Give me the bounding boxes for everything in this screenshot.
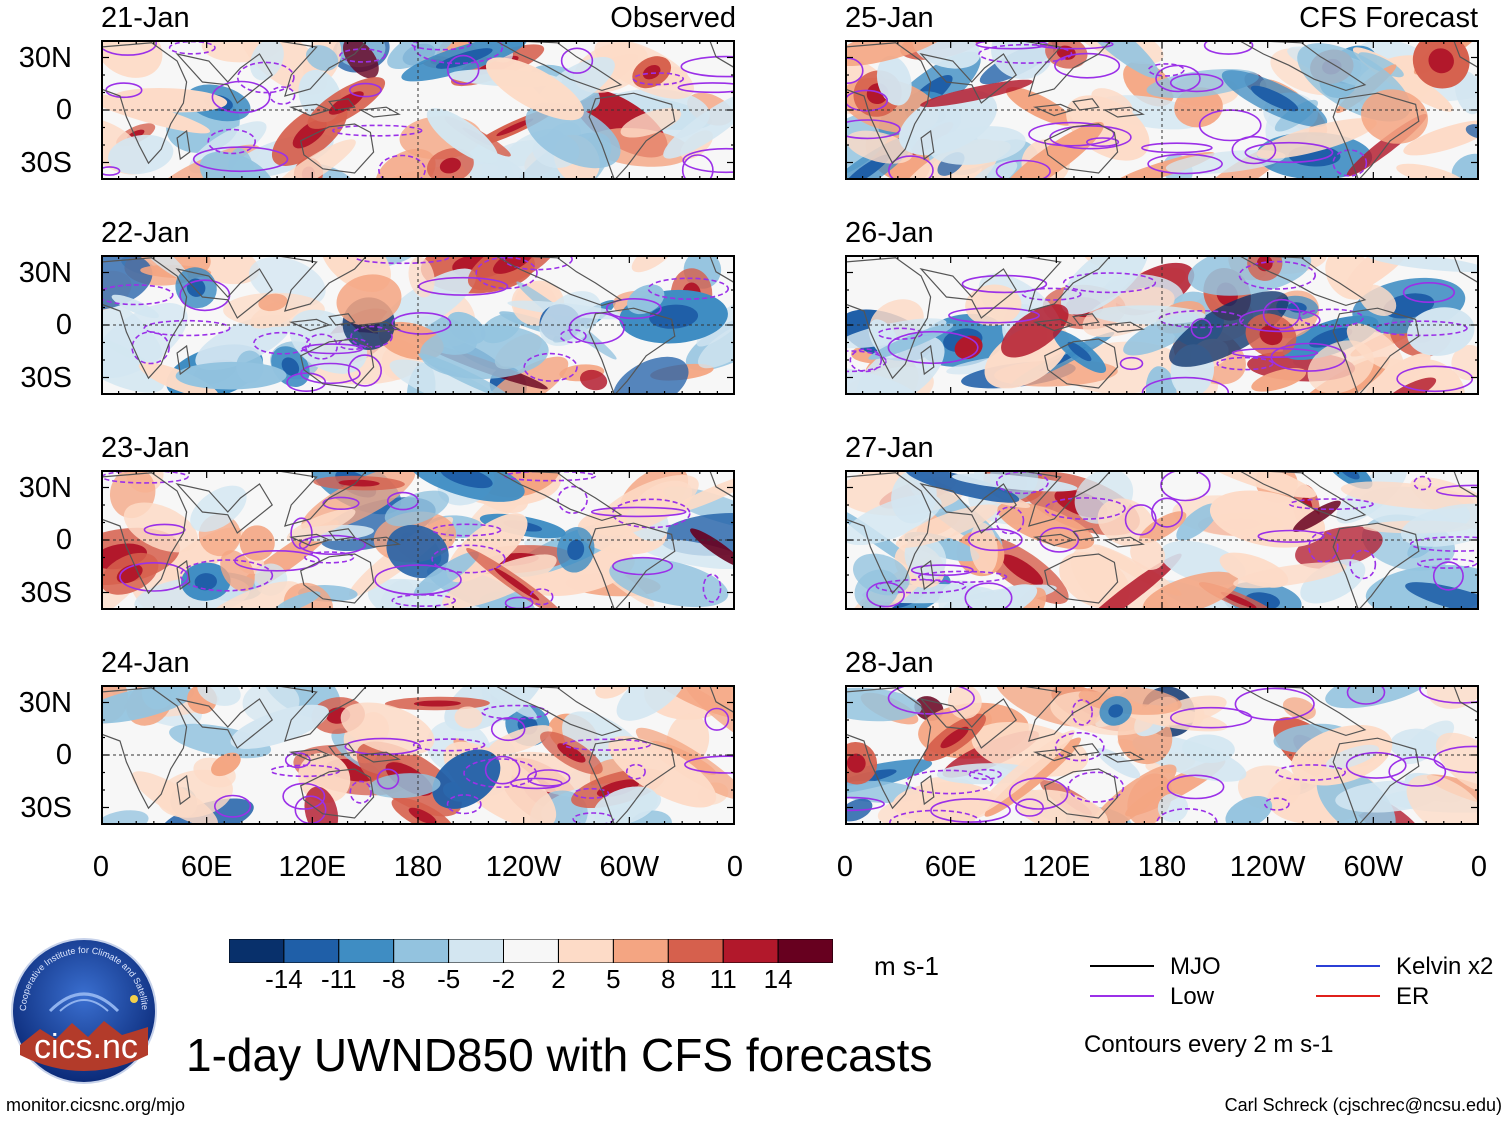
lat-tick-30N: 30N [18,686,72,719]
forecast-label: CFS Forecast [1299,2,1478,34]
legend-line-er [1316,995,1380,997]
colorbar-label: 2 [551,964,566,994]
lon-tick-180: 180 [1137,851,1187,883]
lat-tick-0: 0 [55,739,72,771]
lon-tick-120E: 120E [278,851,347,883]
colorbar-swatch [612,938,669,964]
colorbar-label: 11 [709,964,737,994]
map-panel-26-Jan [845,255,1479,395]
colorbar-swatch [667,938,724,964]
colorbar-label: 14 [763,964,793,994]
legend-line-mjo [1090,965,1154,967]
lat-tick-30S: 30S [20,791,72,824]
panel-date-28-Jan: 28-Jan [845,647,934,679]
colorbar-label: -11 [320,964,357,994]
colorbar-swatch [283,938,340,964]
panel-date-23-Jan: 23-Jan [101,432,190,464]
footer-left: monitor.cicsnc.org/mjo [6,1095,186,1115]
colorbar-swatch [503,938,559,964]
map-panel-28-Jan [845,685,1479,825]
map-panel-23-Jan [101,470,735,610]
lat-tick-0: 0 [55,524,72,556]
colorbar-swatch [558,938,614,964]
map-panel-25-Jan [845,40,1479,180]
lon-tick-0: 0 [836,851,854,883]
map-panel-21-Jan [101,40,735,180]
colorbar-label: 8 [661,964,676,994]
lon-tick-60W: 60W [1343,851,1404,883]
legend-label-mjo: MJO [1170,953,1221,980]
lon-tick-0: 0 [92,851,110,883]
colorbar-label: -8 [382,964,406,994]
observed-label: Observed [610,2,736,34]
lon-tick-120W: 120W [485,851,562,883]
map-panel-22-Jan [101,255,735,395]
colorbar [228,938,834,964]
legend-label-er: ER [1396,983,1430,1010]
colorbar-swatch [448,938,505,964]
footer-right: Carl Schreck (cjschrec@ncsu.edu) [1224,1095,1502,1115]
legend-line-kelvin-x2 [1316,965,1380,967]
legend-label-low: Low [1170,983,1215,1010]
lat-tick-30N: 30N [18,256,72,289]
colorbar-label: 5 [606,964,621,994]
cics-logo: Cooperative Institute for Climate and Sa… [8,929,158,1085]
panel-date-22-Jan: 22-Jan [101,217,190,249]
legend-line-low [1090,995,1154,997]
lat-tick-30N: 30N [18,471,72,504]
colorbar-label: -2 [491,964,516,994]
panel-date-25-Jan: 25-Jan [845,2,934,34]
chart-title: 1-day UWND850 with CFS forecasts [186,1029,933,1081]
panel-date-21-Jan: 21-Jan [101,2,190,34]
lon-tick-60W: 60W [599,851,660,883]
legend-label-kelvin-x2: Kelvin x2 [1396,953,1494,980]
contour-note: Contours every 2 m s-1 [1084,1031,1334,1058]
panel-date-27-Jan: 27-Jan [845,432,934,464]
lat-tick-30S: 30S [20,361,72,394]
lon-tick-60E: 60E [180,851,233,883]
lon-tick-120E: 120E [1022,851,1091,883]
map-panel-27-Jan [845,470,1479,610]
lon-tick-0: 0 [726,851,744,883]
lon-tick-120W: 120W [1229,851,1306,883]
colorbar-swatch [393,938,450,964]
lat-tick-0: 0 [55,309,72,341]
lon-tick-0: 0 [1470,851,1488,883]
units-label: m s-1 [874,951,939,981]
lon-tick-60E: 60E [924,851,977,883]
map-panel-24-Jan [101,685,735,825]
colorbar-label: -14 [265,964,303,994]
lat-tick-0: 0 [55,94,72,126]
logo-text: cics.nc [34,1028,138,1066]
panel-date-26-Jan: 26-Jan [845,217,934,249]
colorbar-swatches [228,938,834,964]
lat-tick-30S: 30S [20,576,72,609]
colorbar-label: -5 [437,964,461,994]
colorbar-swatch [228,938,285,964]
lat-tick-30S: 30S [20,146,72,179]
colorbar-swatch [777,938,834,964]
lat-tick-30N: 30N [18,41,72,74]
lon-tick-180: 180 [393,851,443,883]
panel-date-24-Jan: 24-Jan [101,647,190,679]
colorbar-swatch [338,938,395,964]
colorbar-swatch [722,938,779,964]
